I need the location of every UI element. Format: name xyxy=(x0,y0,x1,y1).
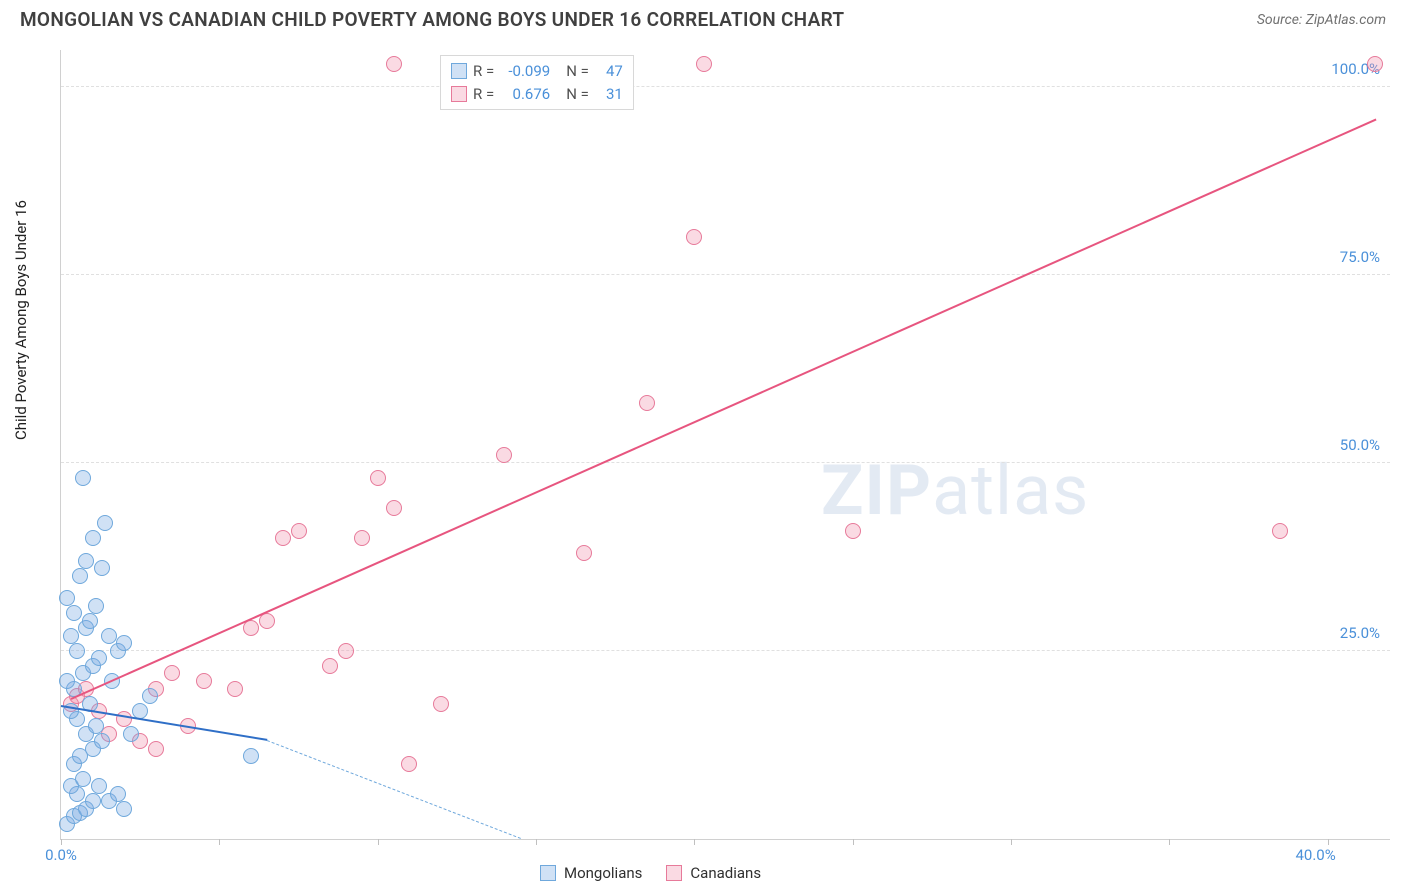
stats-row-mongolians: R = -0.099 N = 47 xyxy=(451,60,623,83)
data-point-canadians xyxy=(243,620,259,636)
data-point-mongolians xyxy=(88,718,104,734)
data-point-canadians xyxy=(291,523,307,539)
data-point-mongolians xyxy=(94,560,110,576)
data-point-canadians xyxy=(227,681,243,697)
data-point-canadians xyxy=(576,545,592,561)
y-axis-label: Child Poverty Among Boys Under 16 xyxy=(12,200,30,440)
stats-legend: R = -0.099 N = 47 R = 0.676 N = 31 xyxy=(440,55,634,110)
data-point-mongolians xyxy=(59,590,75,606)
x-tick xyxy=(1328,839,1329,845)
stats-row-canadians: R = 0.676 N = 31 xyxy=(451,83,623,106)
swatch-mongolians xyxy=(540,865,556,881)
x-tick xyxy=(219,839,220,845)
y-tick-label: 50.0% xyxy=(1340,436,1380,454)
data-point-mongolians xyxy=(123,726,139,742)
data-point-mongolians xyxy=(101,628,117,644)
data-point-canadians xyxy=(1367,56,1383,72)
legend-item-canadians: Canadians xyxy=(666,864,761,882)
gridline xyxy=(61,650,1390,651)
data-point-mongolians xyxy=(243,748,259,764)
header: MONGOLIAN VS CANADIAN CHILD POVERTY AMON… xyxy=(0,0,1406,39)
data-point-canadians xyxy=(354,530,370,546)
gridline xyxy=(61,274,1390,275)
x-tick-label: 0.0% xyxy=(45,846,77,864)
data-point-canadians xyxy=(433,696,449,712)
trend-line xyxy=(70,119,1375,700)
swatch-mongolians xyxy=(451,63,467,79)
source-label: Source: ZipAtlas.com xyxy=(1257,12,1386,28)
data-point-canadians xyxy=(338,643,354,659)
data-point-canadians xyxy=(196,673,212,689)
x-tick xyxy=(536,839,537,845)
data-point-mongolians xyxy=(69,643,85,659)
data-point-canadians xyxy=(686,229,702,245)
data-point-canadians xyxy=(164,665,180,681)
gridline xyxy=(61,462,1390,463)
data-point-mongolians xyxy=(75,771,91,787)
data-point-mongolians xyxy=(82,613,98,629)
x-tick xyxy=(378,839,379,845)
data-point-canadians xyxy=(401,756,417,772)
data-point-canadians xyxy=(639,395,655,411)
data-point-canadians xyxy=(386,56,402,72)
x-tick xyxy=(1169,839,1170,845)
data-point-mongolians xyxy=(110,786,126,802)
y-tick-label: 25.0% xyxy=(1340,624,1380,642)
x-tick xyxy=(694,839,695,845)
chart-title: MONGOLIAN VS CANADIAN CHILD POVERTY AMON… xyxy=(20,8,844,31)
legend-item-mongolians: Mongolians xyxy=(540,864,642,882)
data-point-canadians xyxy=(322,658,338,674)
data-point-canadians xyxy=(845,523,861,539)
data-point-canadians xyxy=(116,711,132,727)
data-point-mongolians xyxy=(85,793,101,809)
data-point-canadians xyxy=(496,447,512,463)
data-point-canadians xyxy=(275,530,291,546)
series-legend: Mongolians Canadians xyxy=(540,864,761,882)
data-point-mongolians xyxy=(91,650,107,666)
data-point-mongolians xyxy=(116,635,132,651)
gridline xyxy=(61,86,1390,87)
x-tick xyxy=(853,839,854,845)
data-point-mongolians xyxy=(75,470,91,486)
data-point-mongolians xyxy=(142,688,158,704)
data-point-canadians xyxy=(370,470,386,486)
data-point-mongolians xyxy=(63,628,79,644)
data-point-mongolians xyxy=(72,568,88,584)
data-point-canadians xyxy=(386,500,402,516)
data-point-canadians xyxy=(148,741,164,757)
x-tick xyxy=(1011,839,1012,845)
data-point-canadians xyxy=(1272,523,1288,539)
data-point-mongolians xyxy=(66,605,82,621)
swatch-canadians xyxy=(451,86,467,102)
swatch-canadians xyxy=(666,865,682,881)
data-point-mongolians xyxy=(85,530,101,546)
data-point-mongolians xyxy=(91,778,107,794)
scatter-chart: ZIPatlas 25.0%50.0%75.0%100.0%0.0%40.0% xyxy=(60,50,1390,840)
data-point-mongolians xyxy=(97,515,113,531)
data-point-mongolians xyxy=(88,598,104,614)
data-point-mongolians xyxy=(94,733,110,749)
data-point-mongolians xyxy=(59,673,75,689)
x-tick xyxy=(61,839,62,845)
y-tick-label: 75.0% xyxy=(1340,248,1380,266)
data-point-mongolians xyxy=(78,553,94,569)
data-point-mongolians xyxy=(116,801,132,817)
trend-line xyxy=(267,740,521,839)
x-tick-label: 40.0% xyxy=(1295,846,1335,864)
data-point-canadians xyxy=(696,56,712,72)
